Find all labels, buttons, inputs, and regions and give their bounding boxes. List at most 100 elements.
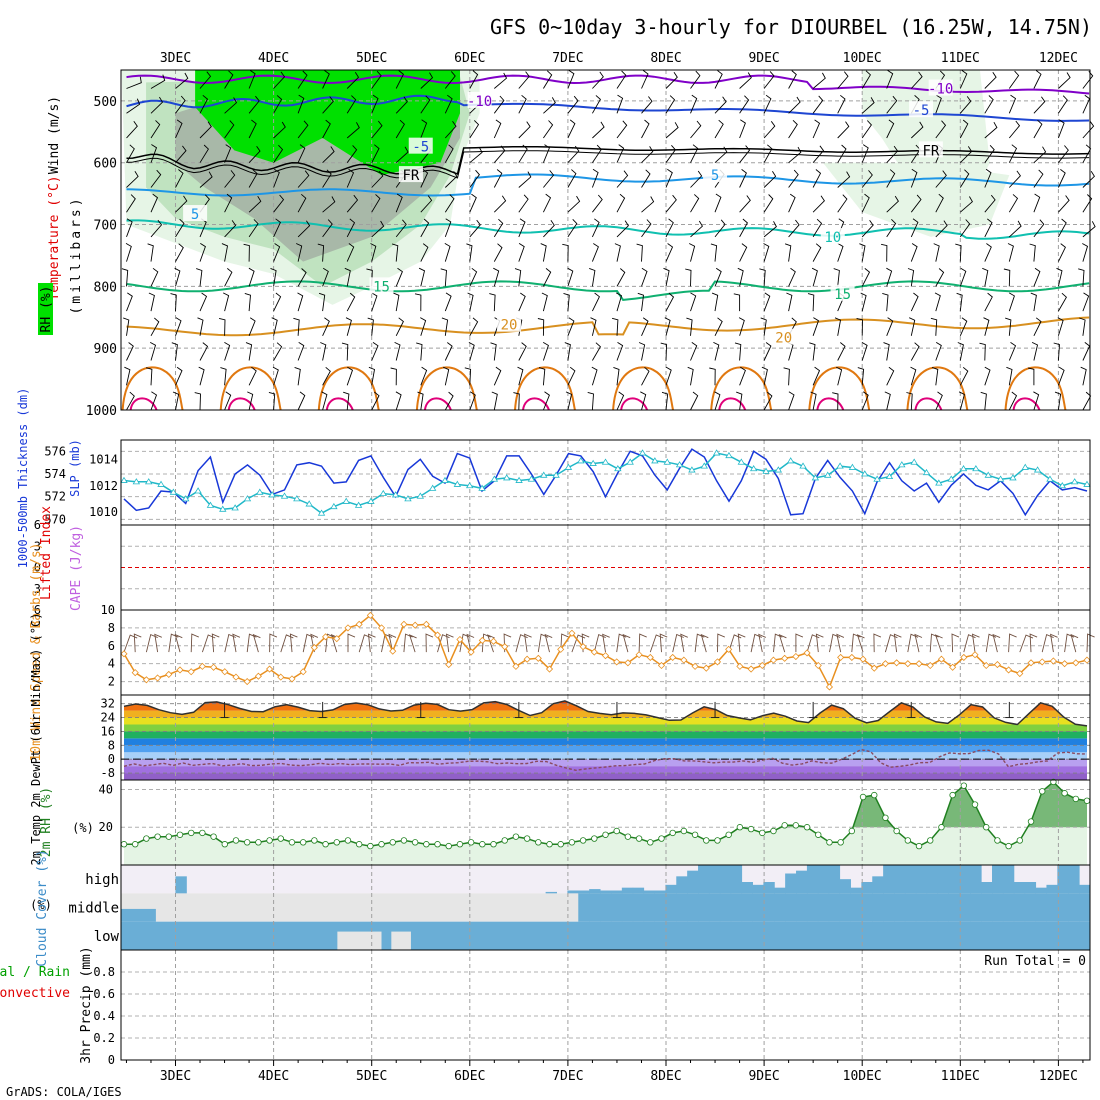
wind10m-barb (622, 633, 631, 653)
slp-line-marker (182, 495, 190, 502)
thickness-line (123, 448, 1088, 517)
wind-barb (886, 119, 895, 139)
wind-barb (147, 243, 154, 262)
slp-line-marker (725, 451, 733, 459)
wind-barb (368, 366, 376, 386)
wind-barb (886, 145, 899, 164)
wind-barb (1008, 94, 1017, 114)
slp-line-marker (589, 459, 597, 466)
wind-barb (984, 71, 997, 89)
wind-barb (883, 342, 890, 361)
rh2m-line-marker (658, 835, 665, 842)
slp-line-marker (848, 463, 857, 470)
wind-barb (297, 94, 305, 114)
contour-label-bg (467, 91, 492, 108)
wind-barb (370, 243, 377, 262)
slp-line-marker (774, 466, 783, 473)
wind-barb (665, 292, 675, 312)
wind-speed-line-marker (982, 661, 990, 670)
wind-speed-line-marker (702, 664, 710, 672)
wind-barb (194, 392, 201, 411)
contour-label: -5 (412, 140, 429, 156)
contour-30 (1012, 397, 1041, 411)
slp-line-marker (873, 475, 881, 482)
wind-barb (788, 193, 796, 213)
cloud-mid-bar (817, 893, 830, 922)
wind-barb (736, 391, 743, 411)
wind-barb (420, 195, 433, 213)
pressure-tick-label: 700 (94, 219, 117, 234)
contour-label-bg (183, 205, 208, 222)
wind-barb (345, 317, 352, 336)
slp-line-marker (824, 471, 832, 478)
wind10m-barb (778, 634, 787, 653)
wind-barb (641, 96, 653, 114)
slp-line-marker (996, 475, 1005, 482)
wind-barb (616, 268, 626, 287)
wind-barb (322, 146, 335, 164)
slp-line-marker (1058, 481, 1067, 489)
wind-barb (371, 220, 385, 238)
wind-barb (837, 71, 849, 89)
contour-5 (126, 173, 1090, 197)
upper-air-panel: -10 -10 -5 -5 FR FR 5 5 10 15 15 20 20 500 600 700 800 9… (86, 70, 1096, 419)
rh2m-line-marker (994, 837, 1001, 844)
contour-label-bg (398, 166, 423, 183)
rh2m-line-marker (1016, 837, 1024, 844)
wind-barb (395, 70, 404, 89)
wind-barb (592, 342, 601, 361)
wind-barb (567, 317, 575, 336)
cloud-mid-bar (904, 893, 917, 922)
wind-barb (886, 366, 895, 386)
wind10m-barb (289, 633, 298, 653)
cloud-mid-bar (1079, 893, 1091, 922)
wind-barb (714, 267, 722, 287)
wind-speed-line-marker (266, 665, 274, 673)
wind-barb (248, 219, 259, 238)
wind-barb (493, 145, 506, 163)
cloud-high-bar (763, 882, 775, 894)
cloud-mid-bar (774, 893, 786, 922)
wind-barb (690, 94, 698, 114)
wind-barb (174, 267, 181, 287)
temp-tick: 16 (101, 724, 115, 738)
wind-barb (395, 267, 403, 287)
wind-speed-line-marker (814, 661, 822, 670)
wind-speed-line-marker (478, 636, 486, 644)
cloud-mid-bar (763, 893, 775, 922)
wind-barb (543, 70, 553, 89)
slp-line-marker (305, 500, 313, 507)
wind-barb (444, 292, 452, 312)
cloud-mid-bar (1024, 893, 1037, 922)
wind-barb (812, 366, 821, 386)
wind-barb (543, 120, 554, 139)
wind10m-barb (856, 634, 865, 653)
cloud-mid-bar (600, 893, 612, 922)
rh2m-line-marker (568, 839, 576, 846)
slp-line-marker (391, 491, 400, 498)
wind-barb (959, 169, 970, 188)
contour-25 (1004, 366, 1067, 411)
wind-barb (248, 119, 257, 139)
wind-barb (126, 171, 139, 188)
precip-conv-label: Convective (0, 986, 70, 1001)
wind-barb (514, 268, 522, 287)
wind-barb (297, 170, 310, 188)
wind-barb (1033, 267, 1041, 287)
rh2m-line-marker (938, 824, 945, 831)
wind-barb (371, 292, 378, 312)
wind-speed-line-marker (456, 635, 464, 644)
rh2m-line-marker (983, 824, 990, 831)
wind-barb (984, 168, 992, 188)
date-label-top: 10DEC (843, 51, 882, 66)
wind-speed-line-marker (366, 611, 374, 619)
wind-barb (444, 71, 456, 89)
wind10m-barb (773, 633, 783, 653)
wind-barb (175, 95, 186, 114)
wind-barb (469, 219, 481, 238)
wind-barb (224, 268, 233, 287)
wind-barb (832, 392, 839, 411)
rh2m-line-marker (154, 833, 161, 840)
wind-barb (318, 292, 326, 312)
wind-barb (469, 267, 478, 287)
